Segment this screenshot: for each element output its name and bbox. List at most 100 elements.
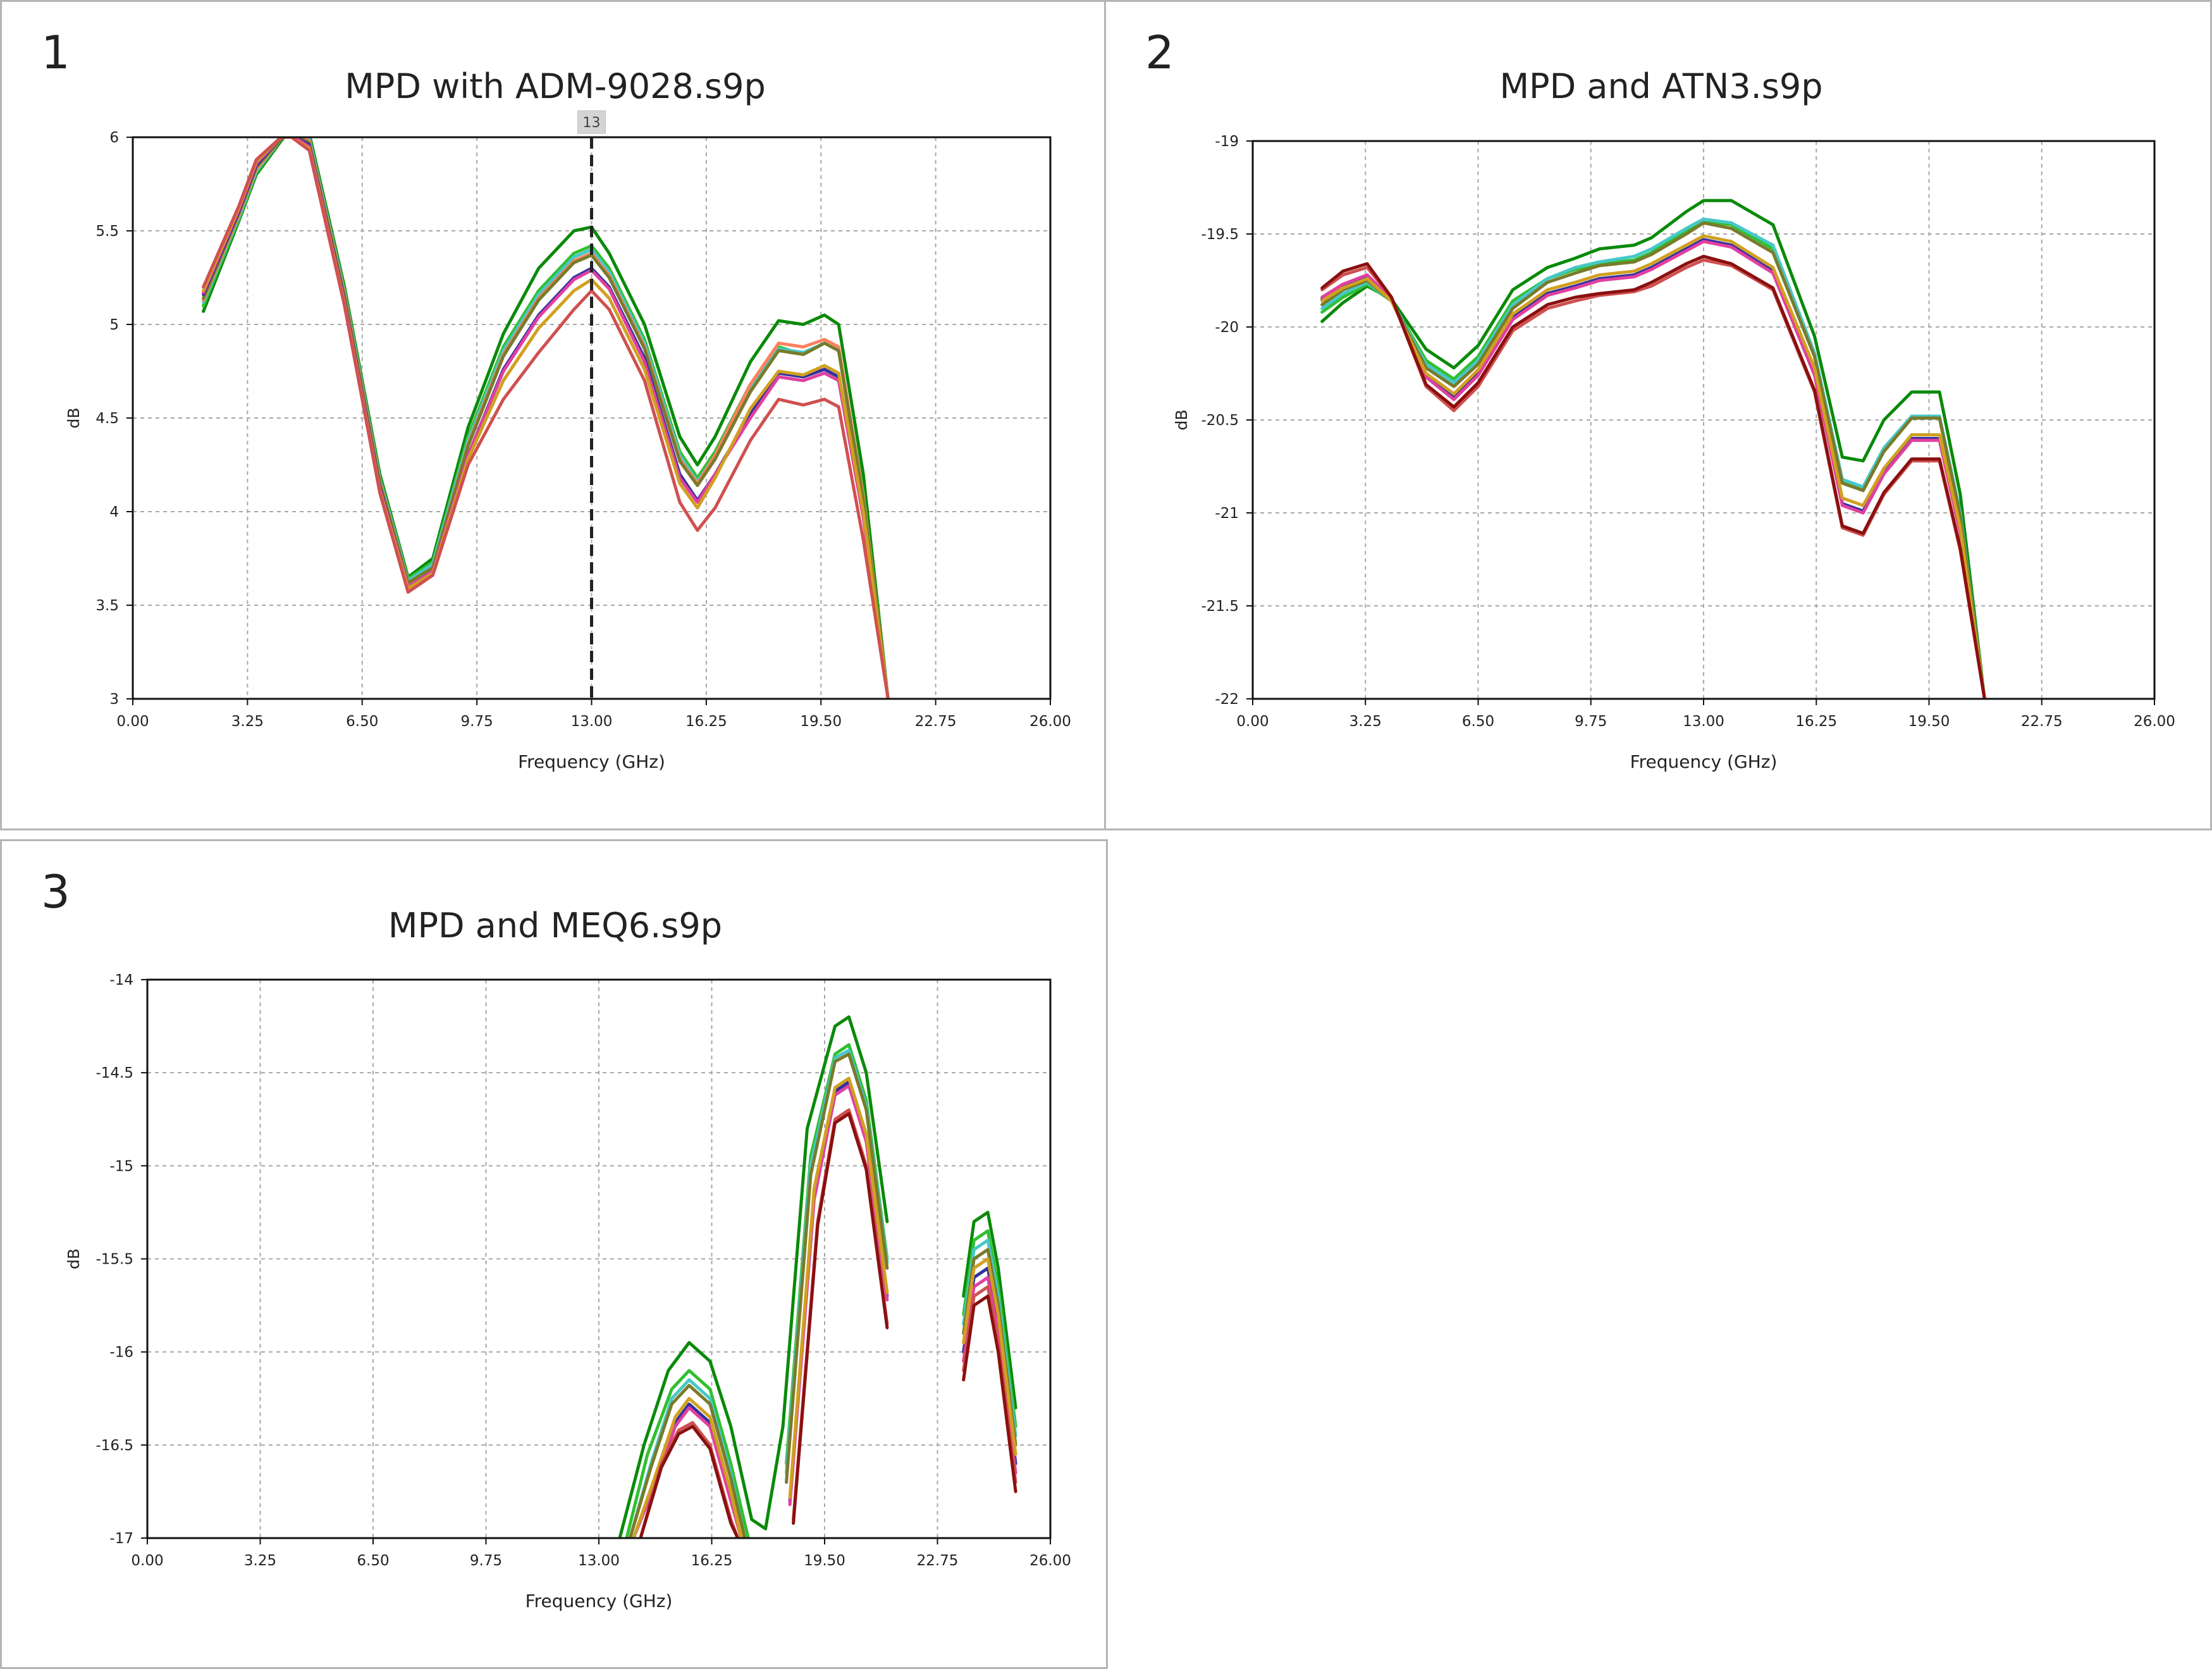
y-axis-label: dB bbox=[65, 407, 83, 428]
x-tick-label: 16.25 bbox=[685, 713, 727, 730]
grid bbox=[133, 137, 1050, 699]
chart-panel-1: 1 MPD with ADM-9028.s9p 13 0.00 3.25 6.50 9.75… bbox=[0, 0, 1108, 830]
series-line bbox=[788, 1076, 889, 1499]
series-line bbox=[628, 1384, 747, 1538]
series-line bbox=[632, 1396, 743, 1538]
series-line bbox=[1320, 240, 1986, 699]
x-tick-label: 19.50 bbox=[800, 713, 842, 730]
x-tick-label: 22.75 bbox=[915, 713, 957, 730]
series-line bbox=[962, 1294, 1017, 1493]
series-line bbox=[781, 1015, 889, 1428]
x-tick-label: 6.50 bbox=[1462, 713, 1494, 730]
x-tick-label: 13.00 bbox=[1683, 713, 1724, 730]
chart-3-svg: 3 MPD and MEQ6.s9p 0.00 3.25 6.50 9.75 13.00 16… bbox=[41, 865, 1071, 1611]
y-tick-label: 6 bbox=[109, 130, 119, 146]
x-tick-label: 19.50 bbox=[804, 1553, 845, 1569]
chart-panel-3: 3 MPD and MEQ6.s9p 0.00 3.25 6.50 9.75 13.00 16… bbox=[0, 839, 1108, 1669]
y-tick-label: -17 bbox=[109, 1530, 133, 1547]
y-tick-label: -20 bbox=[1215, 319, 1239, 336]
marker-label-box bbox=[577, 110, 606, 134]
x-tick-label: 3.25 bbox=[1349, 713, 1382, 730]
series-line bbox=[1320, 234, 1986, 699]
y-tick-label: 5.5 bbox=[95, 223, 119, 240]
x-tick-label: 16.25 bbox=[691, 1553, 733, 1569]
series-line bbox=[202, 137, 890, 699]
series-line bbox=[1320, 221, 1986, 699]
y-tick-label: 3.5 bbox=[95, 598, 119, 614]
chart-panel-2: 2 MPD and ATN3.s9p 0.00 3.25 6.50 9.75 13.00 16… bbox=[1104, 0, 2212, 830]
x-axis-label: Frequency (GHz) bbox=[525, 1591, 673, 1611]
chart-title: MPD and MEQ6.s9p bbox=[388, 906, 722, 945]
series-line bbox=[202, 137, 890, 699]
x-tick-label: 26.00 bbox=[1029, 1553, 1071, 1569]
y-tick-label: 3 bbox=[109, 691, 119, 708]
y-tick-label: -16 bbox=[109, 1345, 133, 1361]
chart-1-svg: 1 MPD with ADM-9028.s9p 13 0.00 3.25 6.50 9.75… bbox=[41, 26, 1071, 772]
x-axis-label: Frequency (GHz) bbox=[518, 751, 665, 772]
y-tick-label: -22 bbox=[1215, 691, 1239, 708]
panel-number: 2 bbox=[1145, 26, 1174, 79]
y-tick-label: -19.5 bbox=[1201, 226, 1239, 243]
y-tick-label: -21.5 bbox=[1201, 598, 1239, 615]
series-line bbox=[1320, 219, 1986, 699]
x-tick-label: 6.50 bbox=[346, 713, 378, 730]
grid bbox=[1253, 141, 2154, 699]
series-line bbox=[202, 137, 890, 699]
series-line bbox=[962, 1257, 1017, 1457]
x-tick-label: 26.00 bbox=[1029, 713, 1071, 730]
x-tick-label: 3.25 bbox=[244, 1553, 276, 1569]
series-line bbox=[785, 1052, 889, 1484]
panel-number: 3 bbox=[41, 865, 70, 918]
series-line bbox=[202, 137, 890, 699]
series-line bbox=[202, 137, 890, 699]
x-tick-label: 0.00 bbox=[116, 713, 149, 730]
x-tick-label: 6.50 bbox=[357, 1553, 389, 1569]
x-tick-label: 22.75 bbox=[917, 1553, 959, 1569]
x-tick-label: 16.25 bbox=[1795, 713, 1837, 730]
x-tick-label: 22.75 bbox=[2021, 713, 2063, 730]
x-tick-label: 13.00 bbox=[571, 713, 613, 730]
y-tick-label: 4.5 bbox=[95, 410, 119, 427]
series-line bbox=[202, 137, 890, 699]
series-line bbox=[792, 1112, 889, 1525]
chart-title: MPD with ADM-9028.s9p bbox=[345, 66, 766, 106]
y-tick-label: 4 bbox=[109, 504, 119, 520]
x-tick-label: 9.75 bbox=[470, 1553, 502, 1569]
y-tick-label: -19 bbox=[1215, 133, 1239, 150]
x-tick-label: 9.75 bbox=[461, 713, 493, 730]
x-tick-label: 26.00 bbox=[2134, 713, 2175, 730]
series-line bbox=[962, 1210, 1017, 1410]
x-tick-label: 0.00 bbox=[1236, 713, 1269, 730]
y-tick-label: 5 bbox=[109, 317, 119, 333]
series-line bbox=[618, 1341, 785, 1538]
panel-number: 1 bbox=[41, 26, 70, 79]
series-group bbox=[202, 137, 890, 699]
series-line bbox=[202, 137, 890, 699]
marker-label: 13 bbox=[583, 115, 601, 131]
series-line bbox=[625, 1369, 750, 1538]
x-tick-label: 9.75 bbox=[1575, 713, 1607, 730]
x-tick-label: 0.00 bbox=[131, 1553, 163, 1569]
y-axis-label: dB bbox=[1172, 409, 1191, 430]
y-tick-label: -20.5 bbox=[1201, 412, 1239, 429]
series-line bbox=[1320, 218, 1986, 699]
series-group bbox=[1320, 199, 1986, 699]
chart-title: MPD and ATN3.s9p bbox=[1499, 66, 1822, 106]
y-tick-label: -14 bbox=[109, 972, 133, 988]
y-tick-label: -16.5 bbox=[95, 1438, 133, 1454]
y-axis-label: dB bbox=[65, 1248, 83, 1269]
series-line bbox=[202, 137, 890, 699]
x-tick-label: 19.50 bbox=[1908, 713, 1950, 730]
x-tick-label: 13.00 bbox=[578, 1553, 620, 1569]
x-tick-label: 3.25 bbox=[231, 713, 264, 730]
y-tick-label: -21 bbox=[1215, 505, 1239, 522]
series-line bbox=[1320, 258, 1986, 699]
y-tick-label: -15 bbox=[109, 1158, 133, 1174]
y-tick-label: -15.5 bbox=[95, 1252, 133, 1268]
series-line bbox=[639, 1424, 740, 1538]
series-line bbox=[1320, 254, 1986, 699]
x-axis-label: Frequency (GHz) bbox=[1630, 751, 1778, 772]
y-tick-label: -14.5 bbox=[95, 1065, 133, 1081]
series-line bbox=[1320, 199, 1986, 699]
grid bbox=[147, 980, 1050, 1538]
